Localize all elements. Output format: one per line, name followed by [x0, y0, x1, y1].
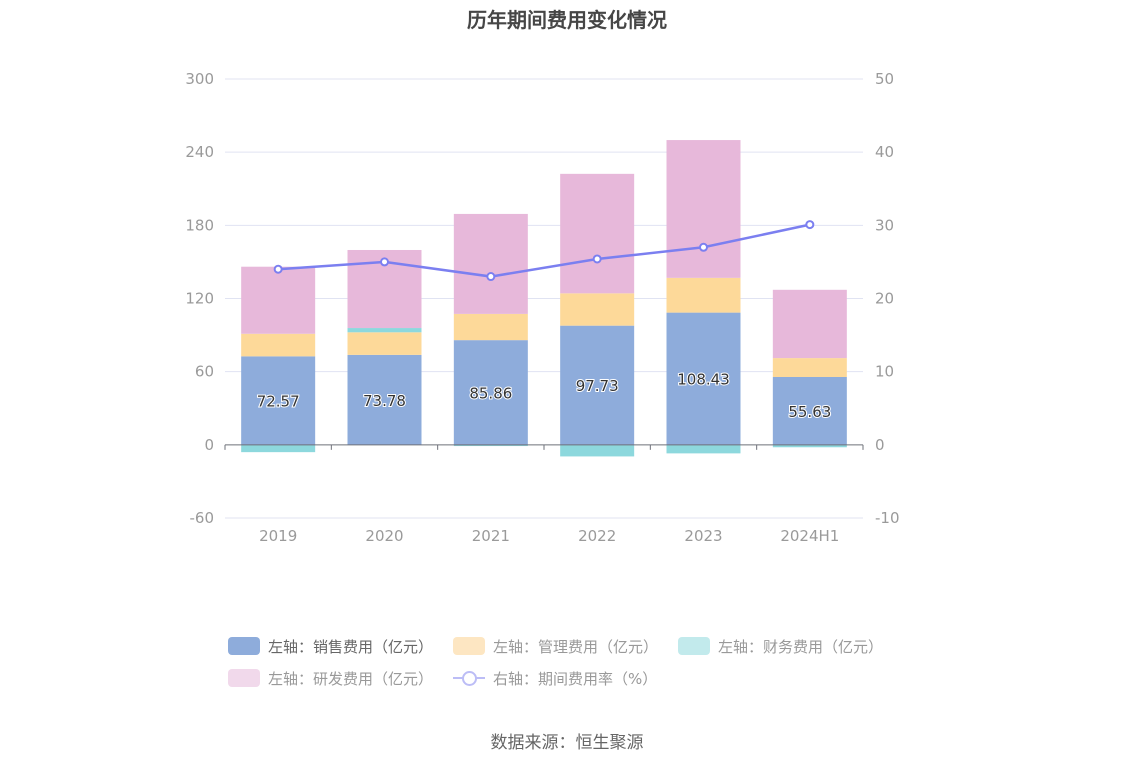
bar-data-label: 73.78 — [363, 392, 406, 410]
right-tick-label: 20 — [875, 290, 894, 308]
bar-segment — [560, 325, 635, 445]
x-tick-label: 2024H1 — [780, 527, 839, 545]
rate-point — [273, 264, 283, 274]
right-tick-label: -10 — [875, 509, 900, 527]
legend-item-finance[interactable]: 左轴：财务费用（亿元） — [678, 636, 883, 657]
bar-segment — [241, 266, 316, 334]
bar-segment — [772, 376, 847, 445]
bar-data-labels: 72.57 73.78 85.86 97.73 108.43 55.63 — [256, 370, 833, 422]
left-axis-ticks: 300 240 180 120 60 0 -60 — [185, 70, 214, 527]
rate-line — [273, 220, 815, 282]
left-tick-label: 240 — [185, 143, 214, 161]
legend-item-sales[interactable]: 左轴：销售费用（亿元） — [228, 636, 433, 657]
bar-segment — [666, 277, 741, 313]
bar-segment — [772, 289, 847, 359]
bar-segment — [347, 328, 422, 333]
bar-data-label: 72.57 — [257, 393, 300, 411]
x-tick-label: 2023 — [684, 527, 722, 545]
left-tick-label: 120 — [185, 290, 214, 308]
rate-point — [699, 242, 708, 252]
legend-swatch-finance — [678, 637, 711, 655]
legend-label-finance: 左轴：财务费用（亿元） — [718, 637, 884, 656]
bar-segment — [453, 213, 528, 314]
legend: 左轴：销售费用（亿元） 左轴：管理费用（亿元） 左轴：财务费用（亿元） 左轴：研… — [228, 630, 928, 694]
legend-line-marker-icon — [453, 669, 486, 687]
x-tick-label: 2019 — [259, 527, 297, 545]
right-axis-ticks: 50 40 30 20 10 0 -10 — [875, 70, 900, 527]
bar-segment — [560, 173, 635, 294]
rate-point — [805, 220, 815, 230]
bar-data-label: 97.73 — [576, 377, 619, 395]
x-axis: 2019 2020 2021 2022 2023 2024H1 — [224, 444, 864, 545]
rate-line-path — [278, 223, 811, 278]
left-tick-label: 60 — [195, 363, 214, 381]
bar-segment — [772, 358, 847, 377]
legend-swatch-rnd — [228, 669, 260, 687]
bar-segment — [453, 444, 528, 447]
legend-label-admin: 左轴：管理费用（亿元） — [493, 637, 659, 656]
right-tick-label: 0 — [875, 436, 885, 454]
right-tick-label: 10 — [875, 363, 894, 381]
legend-item-rate[interactable]: 右轴：期间费用率（%） — [453, 668, 657, 689]
bar-segment — [347, 332, 422, 355]
bar-data-label: 108.43 — [677, 371, 730, 389]
bar-data-label: 55.63 — [788, 403, 831, 421]
left-tick-label: 0 — [204, 436, 214, 454]
legend-row: 左轴：研发费用（亿元） 右轴：期间费用率（%） — [228, 662, 928, 694]
bar-segment — [241, 333, 316, 357]
legend-item-admin[interactable]: 左轴：管理费用（亿元） — [453, 636, 658, 657]
bar-segment — [560, 444, 635, 457]
rate-point — [592, 254, 602, 264]
bar-segment — [666, 444, 741, 454]
bar-segment — [560, 293, 635, 326]
bar-segment — [666, 140, 741, 278]
legend-label-sales: 左轴：销售费用（亿元） — [268, 637, 434, 656]
right-tick-label: 40 — [875, 143, 894, 161]
bar-segment — [453, 340, 528, 445]
left-tick-label: 180 — [185, 216, 214, 234]
bar-segment — [666, 312, 741, 445]
x-tick-label: 2021 — [472, 527, 510, 545]
bar-segment — [241, 356, 316, 445]
legend-label-rnd: 左轴：研发费用（亿元） — [268, 669, 434, 688]
bar-data-label: 85.86 — [469, 384, 512, 402]
bar-segment — [453, 313, 528, 341]
legend-swatch-sales — [228, 637, 260, 655]
data-source: 数据来源：恒生聚源 — [490, 733, 644, 753]
bars — [241, 140, 847, 457]
x-tick-label: 2022 — [578, 527, 616, 545]
legend-label-rate: 右轴：期间费用率（%） — [493, 669, 658, 688]
grid-lines — [225, 78, 863, 519]
bar-segment — [241, 444, 316, 453]
x-tick-label: 2020 — [365, 527, 403, 545]
rate-point — [486, 272, 496, 282]
left-tick-label: -60 — [190, 509, 215, 527]
right-tick-label: 30 — [875, 216, 894, 234]
left-tick-label: 300 — [185, 70, 214, 88]
legend-row: 左轴：销售费用（亿元） 左轴：管理费用（亿元） 左轴：财务费用（亿元） — [228, 630, 928, 662]
bar-segment — [772, 444, 847, 448]
rate-point — [380, 257, 389, 267]
legend-item-rnd[interactable]: 左轴：研发费用（亿元） — [228, 668, 433, 689]
bar-segment — [347, 354, 422, 445]
chart-title: 历年期间费用变化情况 — [467, 8, 667, 32]
legend-swatch-admin — [453, 637, 486, 655]
right-tick-label: 50 — [875, 70, 894, 88]
